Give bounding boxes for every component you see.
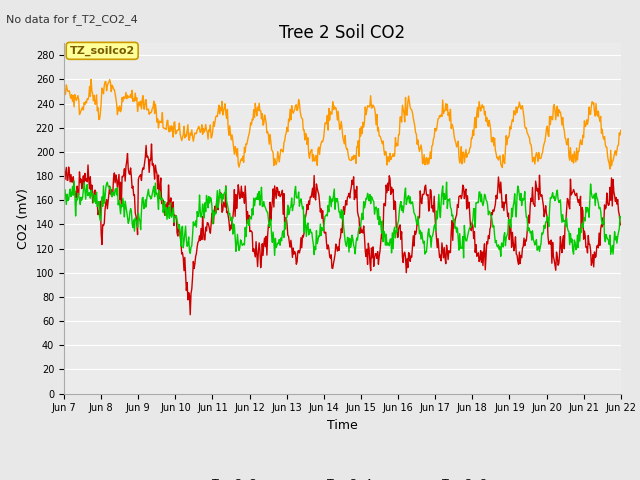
Tree2 -4cm [606,166,614,172]
Tree2 -4cm [617,127,625,133]
Title: Tree 2 Soil CO2: Tree 2 Soil CO2 [279,24,406,42]
Tree2 -4cm [185,137,193,143]
Tree2 -8cm [214,204,222,210]
Tree2 -8cm [460,255,467,261]
Tree2 -4cm [87,77,95,83]
Tree2 -2cm [127,174,135,180]
X-axis label: Time: Time [327,419,358,432]
Tree2 -8cm [60,190,68,195]
Tree2 -2cm [148,141,156,147]
Tree2 -8cm [128,221,136,227]
Tree2 -4cm [70,104,78,110]
Tree2 -4cm [411,123,419,129]
Tree2 -2cm [70,190,78,195]
Tree2 -2cm [428,205,436,211]
Legend: Tree2 -2cm, Tree2 -4cm, Tree2 -8cm: Tree2 -2cm, Tree2 -4cm, Tree2 -8cm [176,474,509,480]
Tree2 -2cm [185,289,193,295]
Tree2 -8cm [428,244,435,250]
Tree2 -8cm [185,234,193,240]
Tree2 -4cm [428,156,435,161]
Tree2 -8cm [411,211,419,217]
Line: Tree2 -4cm: Tree2 -4cm [64,80,621,169]
Tree2 -2cm [215,195,223,201]
Tree2 -2cm [412,231,419,237]
Tree2 -8cm [70,178,78,184]
Tree2 -4cm [60,81,68,87]
Tree2 -8cm [71,191,79,196]
Tree2 -8cm [617,215,625,220]
Tree2 -2cm [60,172,68,178]
Line: Tree2 -8cm: Tree2 -8cm [64,181,621,258]
Tree2 -2cm [617,222,625,228]
Tree2 -2cm [186,312,194,318]
Tree2 -4cm [128,87,136,93]
Line: Tree2 -2cm: Tree2 -2cm [64,144,621,315]
Text: No data for f_T2_CO2_4: No data for f_T2_CO2_4 [6,14,138,25]
Y-axis label: CO2 (mV): CO2 (mV) [17,188,30,249]
Text: TZ_soilco2: TZ_soilco2 [70,46,135,56]
Tree2 -4cm [214,108,222,114]
